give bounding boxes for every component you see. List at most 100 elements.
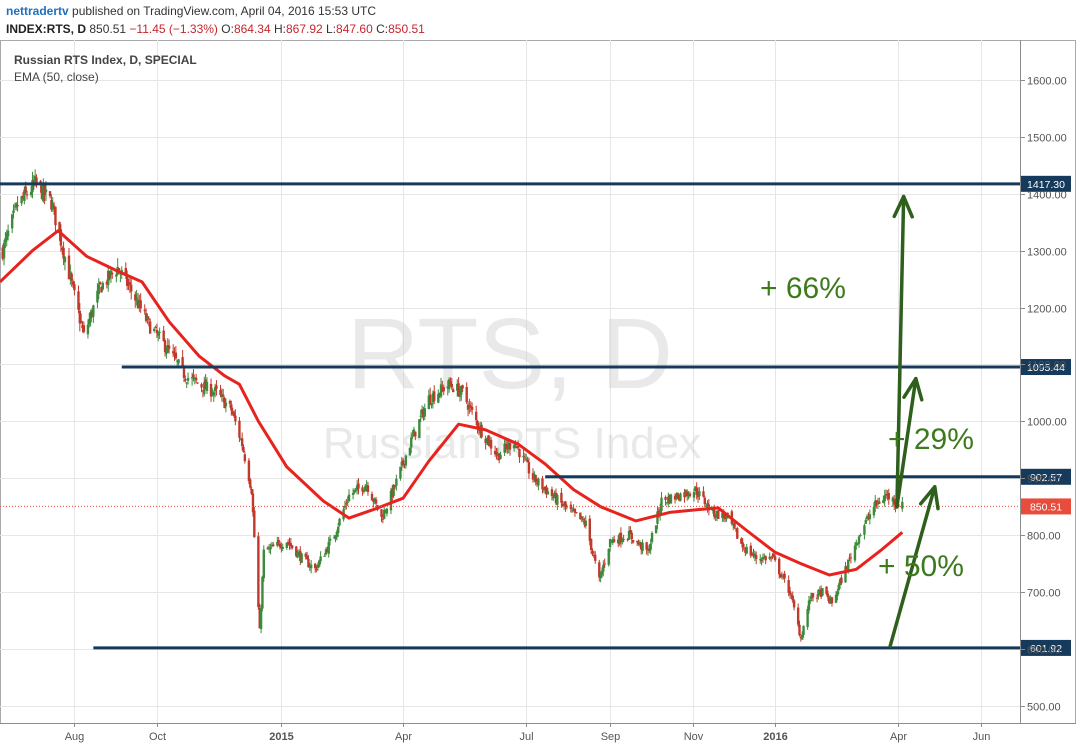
candle-body (550, 489, 554, 497)
candle-body (51, 203, 54, 210)
candle-body (315, 568, 318, 571)
candle-body (127, 284, 130, 286)
x-tick-label: Jul (519, 731, 533, 743)
candle-body (98, 281, 102, 285)
candle-body (778, 558, 781, 575)
candle-body (77, 291, 80, 310)
candle-body (364, 486, 367, 492)
candle-body (59, 229, 63, 246)
candle-body (508, 442, 512, 450)
x-tick-label: Sep (601, 731, 621, 743)
candle-body (153, 328, 156, 331)
candle-body (583, 520, 586, 525)
candle-body (154, 326, 157, 328)
candle-body (40, 185, 44, 200)
candle-body (706, 502, 709, 508)
candle-body (373, 498, 376, 502)
candle-body (801, 635, 804, 640)
candle-body (334, 535, 337, 540)
candle-body (752, 553, 755, 556)
candle-body (186, 377, 190, 381)
candle-body (901, 501, 904, 509)
candle-body (791, 595, 794, 601)
candle-body (782, 575, 785, 577)
candle-body (826, 593, 830, 598)
candle-body (698, 491, 701, 497)
candle-body (196, 382, 199, 384)
candle-body (493, 451, 497, 455)
x-tick-label: Nov (684, 731, 704, 743)
candle-body (838, 579, 842, 586)
target-arrow-shaft (888, 485, 937, 648)
candle-body (249, 479, 252, 488)
candle-body (48, 191, 52, 197)
candle-body (105, 281, 109, 285)
candle-body (70, 273, 73, 281)
candle-body (109, 270, 113, 276)
candle-body (400, 461, 403, 466)
candle-body (382, 509, 386, 519)
candle-body (13, 206, 17, 208)
candle-body (357, 483, 360, 489)
candle-body (818, 590, 821, 592)
candle-body (365, 485, 368, 487)
candle-body (507, 443, 510, 448)
candle-body (381, 518, 385, 520)
candle-body (702, 491, 705, 497)
candle-body (696, 493, 700, 498)
candle-body (571, 510, 574, 512)
candle-body (332, 537, 336, 539)
candle-body (657, 510, 661, 514)
y-tick-label: 1500.00 (1027, 133, 1067, 145)
candle-body (89, 312, 92, 323)
candle-body (205, 381, 209, 391)
candle-body (627, 530, 631, 540)
candle-body (580, 516, 583, 519)
candle-body (296, 551, 299, 558)
candle-body (351, 492, 355, 495)
candle-body (319, 556, 322, 562)
candle-body (234, 415, 237, 422)
candle-body (21, 196, 25, 198)
candle-body (465, 386, 468, 403)
candle-body (88, 318, 91, 325)
candle-body (446, 386, 449, 389)
candle-body (863, 525, 866, 535)
watermark-name: Russian RTS Index (323, 419, 701, 468)
candle-body (399, 466, 402, 479)
candle-body (790, 595, 793, 597)
candle-body (193, 377, 197, 380)
candle-body (33, 176, 37, 185)
candle-body (884, 494, 888, 496)
candle-body (603, 563, 606, 565)
candle-body (658, 509, 662, 515)
candle-body (553, 492, 556, 497)
level-price-tag (1021, 359, 1071, 376)
candle-body (476, 420, 479, 428)
candle-body (135, 297, 138, 299)
candle-body (745, 547, 748, 554)
candle-body (119, 273, 122, 275)
candle-body (309, 564, 313, 569)
candle-body (130, 284, 133, 292)
candle-body (610, 540, 613, 542)
candle-body (740, 538, 743, 544)
candle-body (209, 383, 213, 397)
candle-body (564, 501, 567, 507)
candle-body (391, 488, 394, 497)
author-link[interactable]: nettradertv (6, 4, 69, 18)
candle-body (694, 486, 697, 491)
candle-body (194, 377, 198, 381)
candle-body (323, 555, 326, 557)
candle-body (829, 597, 832, 604)
candle-body (107, 270, 110, 286)
watermark-symbol: RTS, D (347, 298, 673, 410)
candle-body (598, 562, 601, 578)
candle-body (516, 445, 520, 449)
y-tick-label: 500.00 (1027, 702, 1061, 714)
candle-body (299, 550, 302, 562)
candle-body (592, 555, 596, 557)
candle-body (224, 402, 228, 407)
